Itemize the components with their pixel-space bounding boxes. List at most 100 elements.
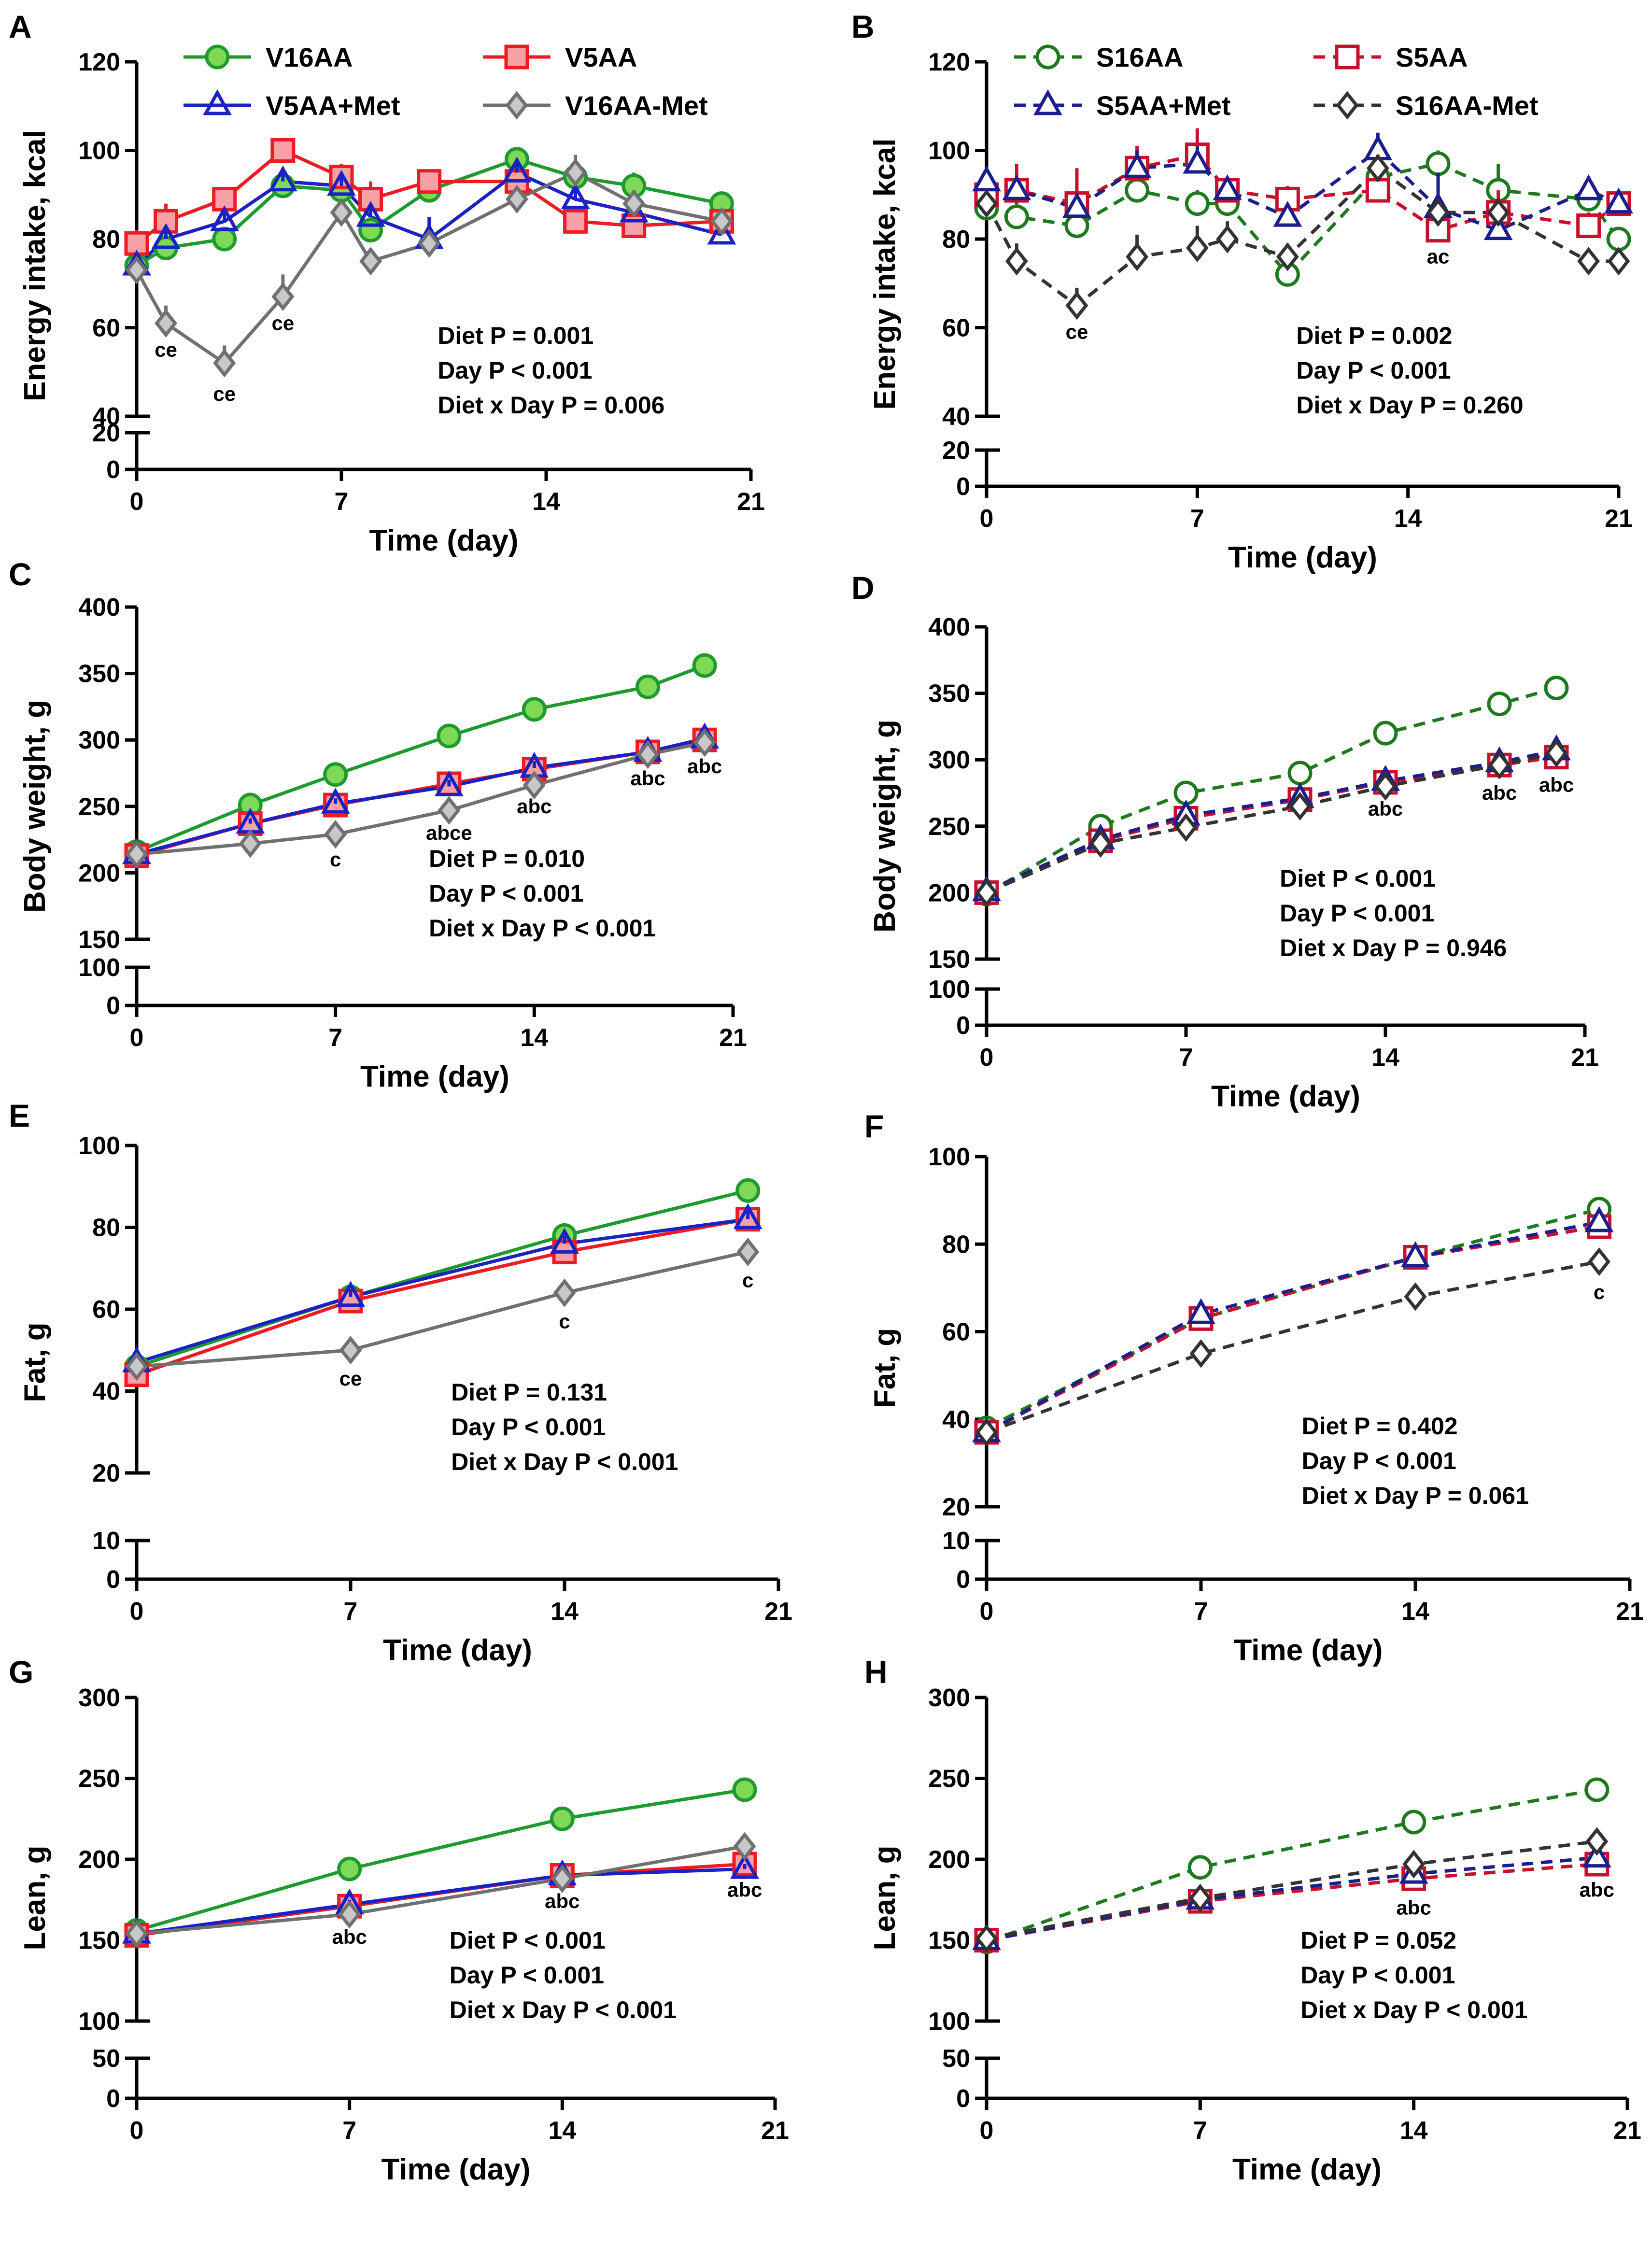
data-point-s16aa-met bbox=[1488, 750, 1511, 779]
panel-label: G bbox=[9, 1654, 33, 1690]
x-tick-label: 0 bbox=[980, 505, 994, 533]
series-line-s16aa bbox=[986, 1207, 1600, 1429]
y-tick-label: 300 bbox=[928, 746, 970, 774]
stats-line: Diet x Day P < 0.001 bbox=[429, 915, 656, 942]
data-point-v16aa-met bbox=[359, 247, 382, 276]
series-line-s16aa-met bbox=[985, 166, 1619, 308]
y-tick-label: 60 bbox=[92, 1296, 120, 1324]
data-point-v5aa bbox=[563, 209, 588, 234]
series-line-v16aa bbox=[136, 1188, 748, 1368]
legend-marker-v5aa-met bbox=[203, 89, 232, 115]
x-tick-label: 14 bbox=[548, 2117, 576, 2145]
y-tick-label: 0 bbox=[106, 2085, 120, 2113]
chart-panel-g: G 100 150 200 250 300 0 50 0 7 14 21 Time (day) Lean,… bbox=[9, 1654, 789, 2186]
data-point-v5aa-met bbox=[707, 218, 736, 245]
significance-annotation: abc bbox=[1539, 773, 1574, 796]
data-point-v16aa-met bbox=[338, 1900, 361, 1929]
stats-line: Diet P = 0.052 bbox=[1300, 1927, 1456, 1954]
x-tick-label: 0 bbox=[130, 2117, 144, 2145]
data-point-s16aa-met bbox=[1404, 1282, 1427, 1311]
x-tick-label: 7 bbox=[1179, 1044, 1193, 1072]
series-line-s5aa-met bbox=[986, 1220, 1600, 1434]
y-tick-label: 40 bbox=[942, 1406, 970, 1434]
y-tick-label: 80 bbox=[92, 1214, 120, 1242]
stats-line: Diet P = 0.402 bbox=[1302, 1413, 1458, 1440]
data-point-v5aa-met bbox=[321, 788, 350, 814]
x-tick-label: 14 bbox=[532, 488, 560, 516]
series-line-v16aa bbox=[136, 664, 706, 853]
stats-line: Diet x Day P < 0.001 bbox=[451, 1448, 678, 1475]
series-line-s5aa-met bbox=[986, 749, 1557, 893]
x-tick-label: 14 bbox=[1394, 505, 1422, 533]
stats-line: Day P < 0.001 bbox=[1296, 357, 1451, 384]
significance-annotation: abc bbox=[517, 795, 551, 818]
series-line-s16aa-met bbox=[986, 1839, 1597, 1940]
y-tick-label: 200 bbox=[78, 859, 120, 887]
significance-annotation: c bbox=[559, 1310, 570, 1332]
legend-solid-diets: S16AA S5AA S5AA+Met S16AA-Met bbox=[1014, 42, 1539, 121]
series-line-s16aa bbox=[986, 686, 1557, 896]
data-point-s16aa-met bbox=[1607, 247, 1630, 276]
legend-marker-v16aa bbox=[205, 44, 230, 70]
x-tick-label: 0 bbox=[980, 1044, 994, 1072]
significance-annotation: abc bbox=[1396, 1896, 1431, 1919]
x-axis-label: Time (day) bbox=[381, 2153, 531, 2186]
x-tick-label: 14 bbox=[520, 1024, 548, 1052]
stats-line: Diet x Day P < 0.001 bbox=[1300, 1996, 1527, 2023]
y-tick-label: 150 bbox=[928, 946, 970, 974]
y-tick-label: 350 bbox=[928, 680, 970, 708]
y-tick-label: 80 bbox=[942, 226, 970, 254]
x-tick-label: 21 bbox=[764, 1598, 792, 1626]
y-tick-label: 0 bbox=[956, 1566, 970, 1594]
series-line-s5aa bbox=[986, 1862, 1597, 1942]
data-point-v16aa-met bbox=[125, 840, 148, 869]
series-line-v16aa-met bbox=[136, 1250, 748, 1369]
x-tick-label: 7 bbox=[335, 488, 349, 516]
legend-marker-v16aa-met bbox=[505, 91, 528, 120]
series-line-v5aa bbox=[136, 1217, 748, 1376]
stats-line: Day P < 0.001 bbox=[450, 1962, 604, 1989]
series-line-v16aa-met bbox=[136, 1844, 745, 1936]
y-axis-label: Lean, g bbox=[18, 1845, 52, 1950]
x-tick-label: 21 bbox=[1613, 2117, 1641, 2145]
stats-line: Day P < 0.001 bbox=[438, 357, 592, 384]
data-point-s16aa bbox=[1373, 721, 1398, 746]
y-tick-label: 0 bbox=[956, 2085, 970, 2113]
data-point-s16aa-met bbox=[1374, 772, 1397, 801]
y-tick-label: 400 bbox=[78, 594, 120, 622]
data-point-v16aa bbox=[358, 218, 383, 243]
data-point-v16aa-met bbox=[239, 829, 262, 858]
data-point-v16aa-met bbox=[125, 1919, 148, 1948]
data-point-v16aa-met bbox=[505, 184, 528, 214]
y-tick-label: 100 bbox=[78, 137, 120, 165]
significance-annotation: abc bbox=[687, 755, 722, 778]
y-tick-label: 150 bbox=[78, 1927, 120, 1955]
data-point-v5aa-met bbox=[502, 156, 532, 183]
data-point-v5aa-met bbox=[336, 1281, 365, 1307]
data-point-v16aa bbox=[337, 1856, 362, 1881]
y-tick-label: 120 bbox=[928, 48, 970, 76]
x-tick-label: 7 bbox=[1193, 2117, 1207, 2145]
y-tick-label: 0 bbox=[106, 1566, 120, 1594]
stats-line: Diet x Day P = 0.260 bbox=[1296, 392, 1523, 419]
series-line-s16aa-met bbox=[986, 1260, 1600, 1434]
y-tick-label: 200 bbox=[78, 1846, 120, 1874]
data-point-s16aa-met bbox=[1426, 198, 1450, 227]
stats-line: Day P < 0.001 bbox=[429, 880, 583, 907]
data-point-v16aa bbox=[732, 1777, 757, 1802]
stats-line: Day P < 0.001 bbox=[1300, 1962, 1455, 1989]
data-point-s5aa-met bbox=[1183, 147, 1212, 174]
y-axis-label: Fat, g bbox=[18, 1322, 52, 1402]
y-tick-label: 20 bbox=[942, 1493, 970, 1521]
stats-line: Diet P = 0.001 bbox=[438, 322, 593, 349]
data-point-s5aa-met bbox=[1213, 174, 1242, 200]
data-point-s16aa bbox=[1185, 191, 1210, 216]
significance-annotation: abc bbox=[1368, 797, 1403, 820]
data-point-s16aa-met bbox=[1186, 233, 1209, 262]
y-tick-label: 100 bbox=[928, 137, 970, 165]
panel-label: C bbox=[9, 556, 32, 592]
x-tick-label: 0 bbox=[130, 488, 144, 516]
data-point-s16aa-met bbox=[1366, 154, 1389, 183]
panel-label: E bbox=[9, 1098, 30, 1133]
